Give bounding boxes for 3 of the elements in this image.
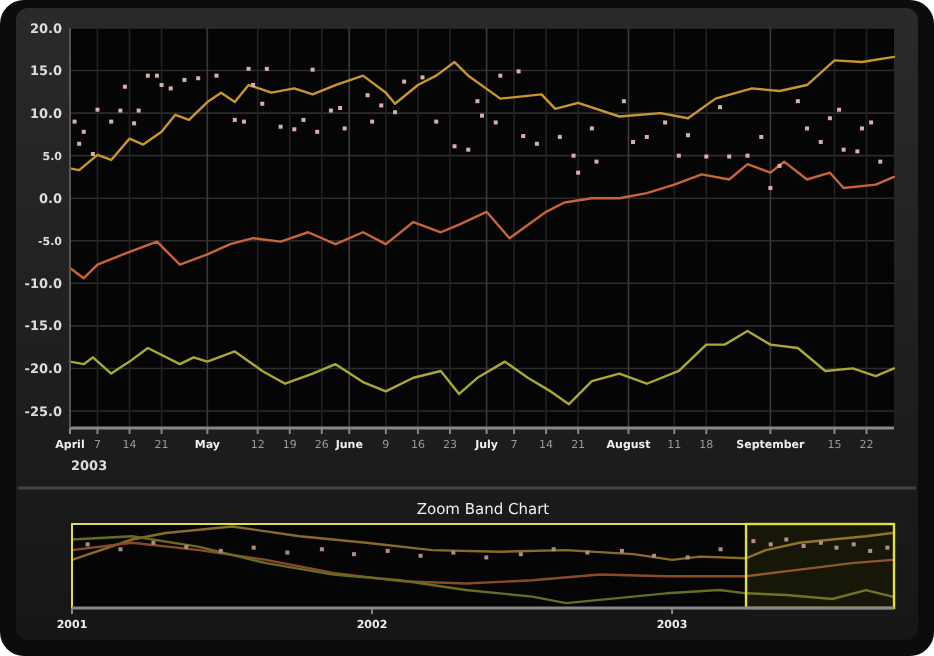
line-series	[68, 160, 896, 280]
line-series	[68, 55, 896, 172]
line-series	[68, 329, 896, 406]
